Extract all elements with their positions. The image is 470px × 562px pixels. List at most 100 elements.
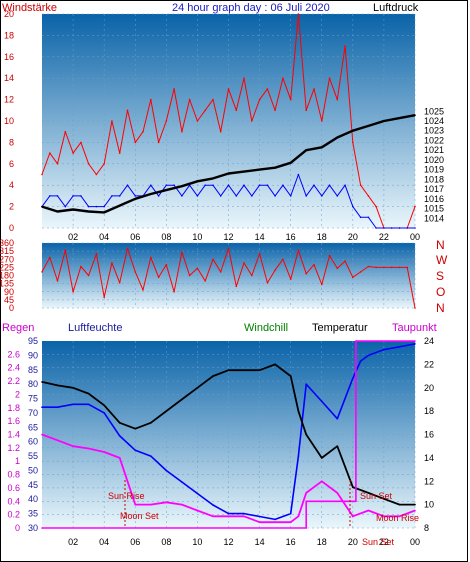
data-point [41, 381, 43, 383]
data-point [274, 518, 276, 521]
data-point [95, 253, 98, 255]
data-point [398, 515, 401, 518]
data-point [56, 384, 59, 387]
data-point [181, 481, 183, 483]
data-point [282, 258, 284, 261]
data-point [352, 377, 354, 380]
data-point [196, 267, 199, 270]
data-point [150, 184, 152, 186]
data-point [313, 184, 315, 186]
dir-label-w: W [436, 253, 448, 267]
data-point [150, 98, 152, 101]
y2-tick-label: 30 [28, 523, 38, 533]
data-point [297, 173, 300, 176]
data-point [103, 404, 105, 407]
y2-tick-label: 1016 [424, 194, 444, 204]
data-point [352, 486, 354, 488]
data-point [336, 492, 339, 494]
data-point [103, 451, 105, 453]
y3-tick-label: 12 [424, 476, 434, 486]
y-tick-label: 18 [4, 30, 14, 40]
data-point [103, 211, 105, 214]
data-point [414, 114, 416, 116]
data-point [72, 208, 74, 211]
data-point [352, 129, 354, 132]
data-point [49, 152, 51, 154]
data-point [274, 195, 276, 197]
data-point [227, 247, 230, 250]
data-point [118, 152, 121, 154]
y-tick-label: 14 [4, 73, 14, 83]
data-point [212, 98, 214, 101]
data-point [41, 433, 43, 436]
y2-tick-label: 95 [28, 336, 38, 346]
y2-tick-label: 1017 [424, 184, 444, 194]
data-point [367, 216, 370, 219]
y-tick-label: 0 [15, 523, 20, 533]
x-tick-label: 08 [161, 537, 171, 547]
data-point [227, 515, 230, 518]
y2-tick-label: 1024 [424, 116, 444, 126]
data-point [87, 205, 90, 208]
data-point [150, 193, 152, 195]
data-point [165, 189, 168, 191]
data-point [251, 195, 253, 197]
data-point [118, 457, 121, 459]
y2-tick-label: 1023 [424, 126, 444, 136]
data-point [297, 249, 300, 251]
y2-tick-label: 70 [28, 408, 38, 418]
data-point [258, 369, 261, 372]
data-point [235, 285, 238, 288]
data-point [219, 271, 222, 273]
data-point [367, 492, 370, 494]
data-point [150, 455, 152, 457]
y2-tick-label: 55 [28, 451, 38, 461]
data-point [227, 184, 230, 186]
data-point [227, 172, 230, 175]
data-point [173, 88, 175, 90]
data-point [274, 109, 276, 112]
x-tick-label: 14 [255, 232, 265, 242]
data-point [336, 267, 339, 270]
data-point [359, 360, 362, 362]
data-point [80, 265, 82, 268]
data-point [72, 152, 74, 154]
data-point [41, 205, 43, 208]
data-point [212, 375, 214, 377]
y-tick-label: 2.4 [7, 363, 20, 373]
data-point [227, 369, 230, 372]
data-point [56, 406, 59, 409]
data-point [297, 410, 300, 412]
data-point [87, 447, 90, 450]
y2-tick-label: 75 [28, 394, 38, 404]
y2-tick-label: 65 [28, 422, 38, 432]
data-point [87, 210, 90, 213]
data-point [72, 403, 74, 406]
data-point [219, 130, 222, 133]
y-tick-label: 180 [0, 271, 14, 281]
x-tick-label: 14 [255, 537, 265, 547]
data-point [150, 503, 152, 506]
data-point [49, 195, 51, 197]
data-point [95, 205, 98, 208]
data-point [150, 422, 152, 424]
data-point [352, 276, 354, 279]
data-point [383, 227, 385, 229]
data-point [289, 98, 292, 101]
data-point [258, 98, 261, 101]
data-point [243, 170, 245, 173]
y3-tick-label: 14 [424, 453, 434, 463]
data-point [181, 195, 183, 197]
data-point [165, 263, 168, 266]
data-point [289, 278, 292, 280]
data-point [367, 265, 370, 268]
data-point [383, 266, 385, 269]
y2-tick-label: 80 [28, 379, 38, 389]
y-tick-label: 225 [0, 262, 14, 272]
data-point [72, 445, 74, 448]
y-tick-label: 1.6 [7, 416, 20, 426]
data-point [398, 346, 401, 348]
data-point [72, 291, 74, 293]
data-point [41, 406, 43, 409]
data-point [196, 120, 199, 122]
